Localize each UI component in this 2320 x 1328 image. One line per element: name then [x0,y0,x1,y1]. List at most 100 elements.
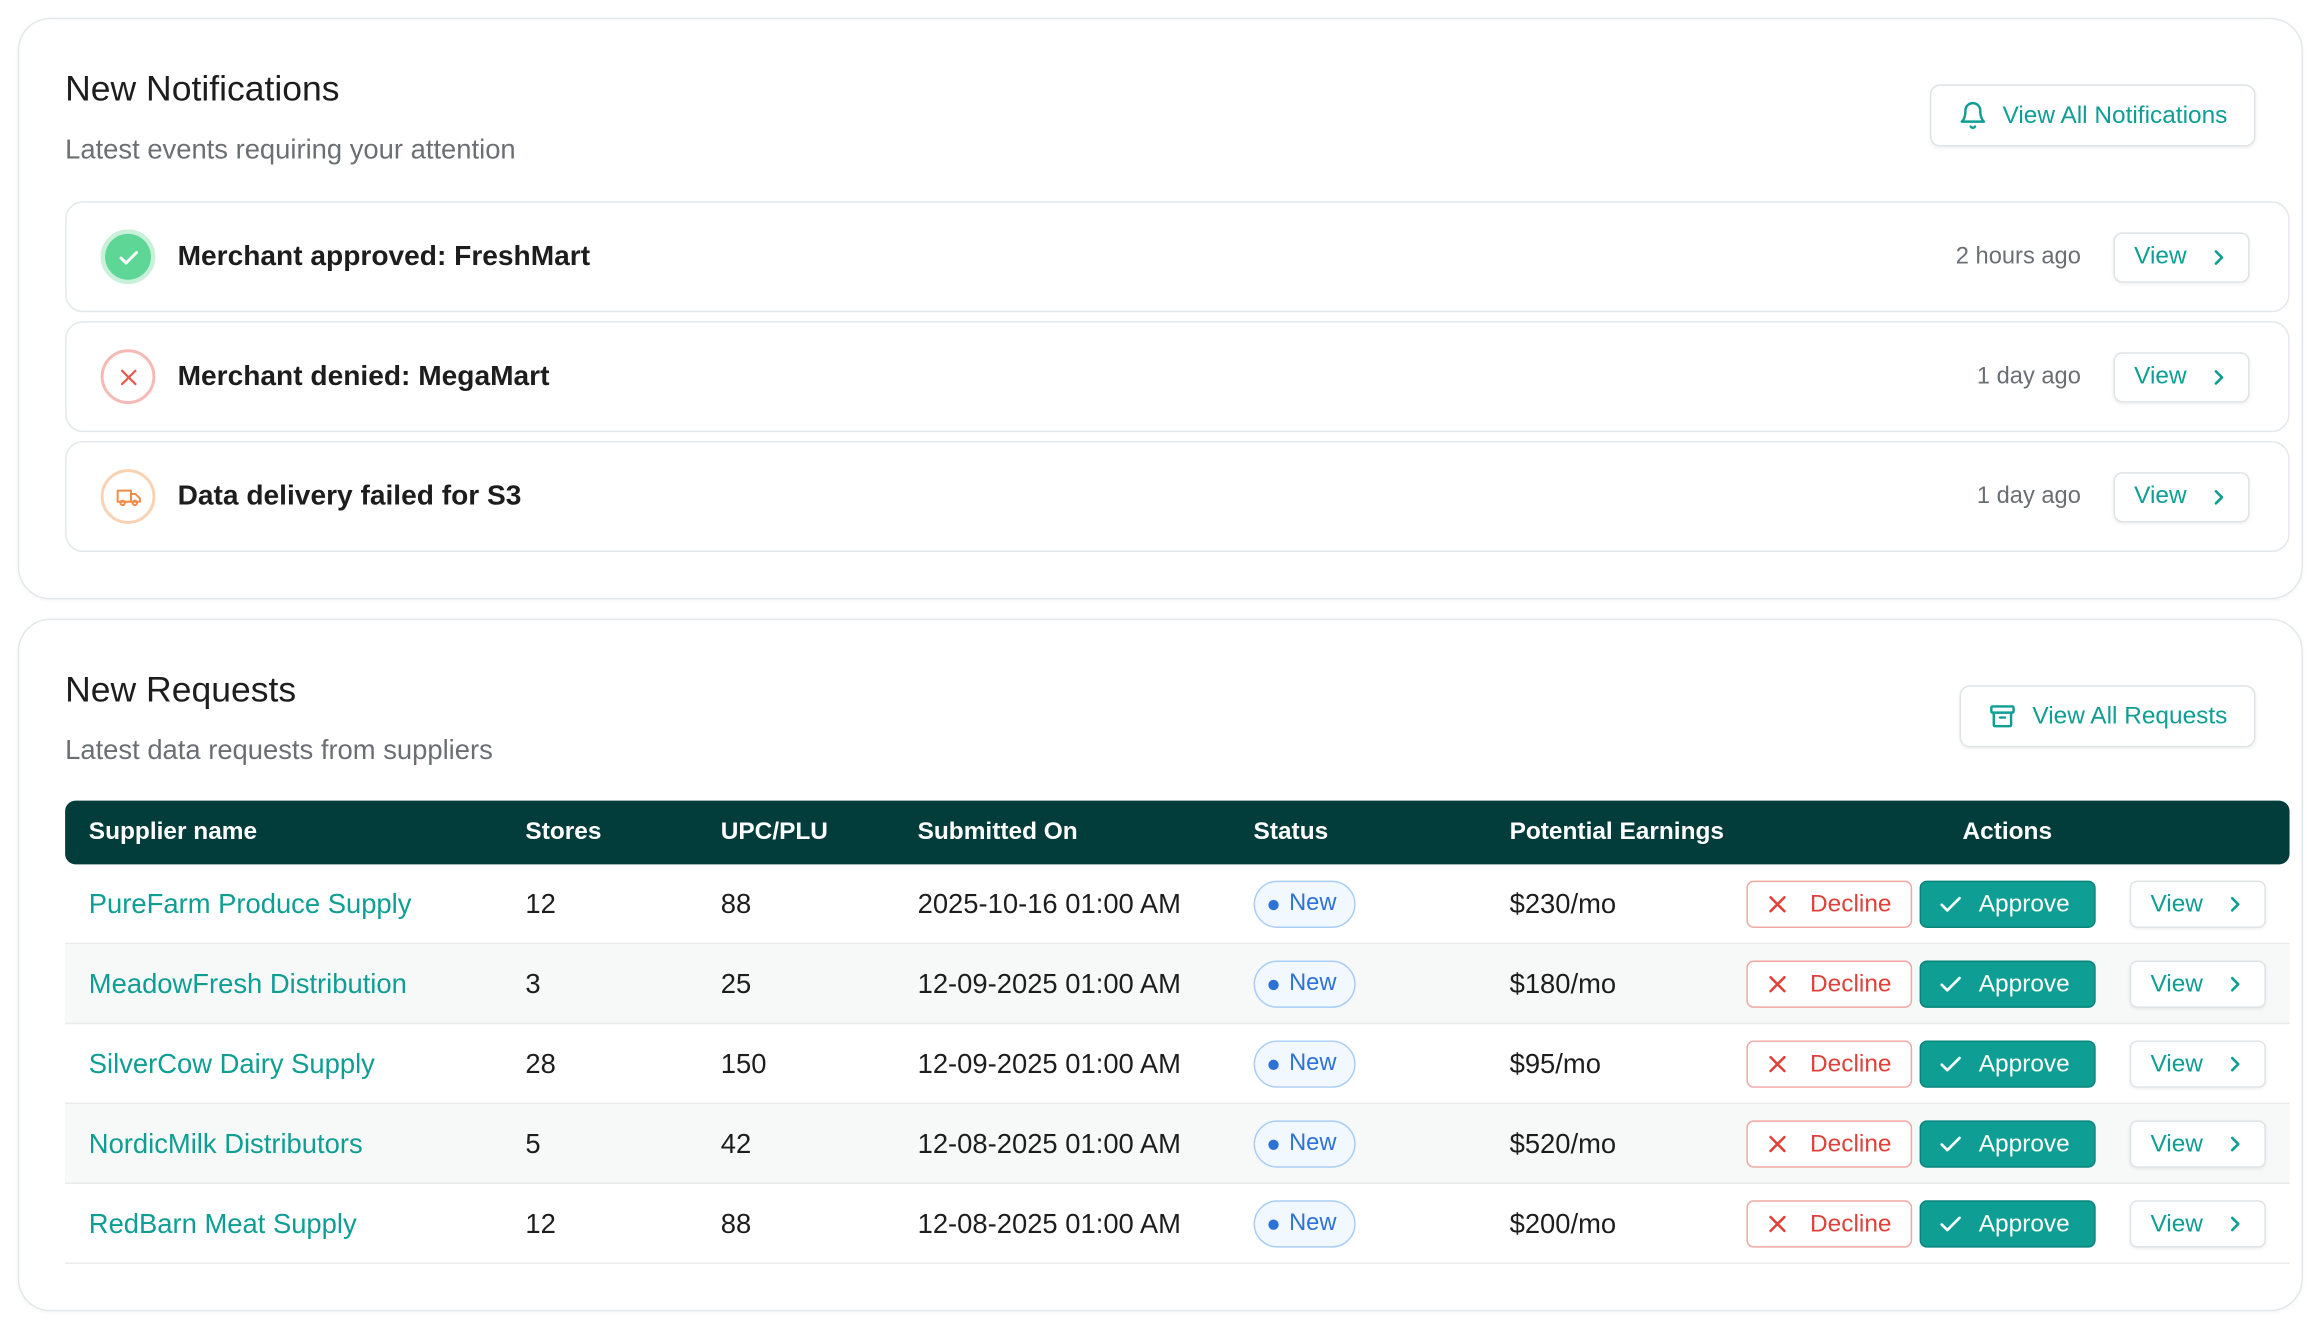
view-all-requests-button[interactable]: View All Requests [1959,685,2256,748]
approve-button[interactable]: Approve [1919,1040,2096,1088]
approve-button[interactable]: Approve [1919,1120,2096,1168]
approve-label: Approve [1978,1050,2070,1077]
chevron-right-icon [2208,486,2229,507]
x-icon [1766,1212,1790,1236]
notification-view-button[interactable]: View [2113,231,2250,282]
approve-button[interactable]: Approve [1919,1200,2096,1248]
approve-button[interactable]: Approve [1919,880,2096,928]
status-label: New [1289,970,1337,997]
view-label: View [2150,1209,2203,1237]
earnings-cell: $230/mo [1509,888,1617,920]
column-header-stores: Stores [525,818,602,846]
x-icon [1766,892,1790,916]
check-icon [1937,891,1964,918]
supplier-name-link[interactable]: NordicMilk Distributors [88,1127,363,1159]
chevron-right-icon [2208,366,2229,387]
row-view-button[interactable]: View [2129,1040,2266,1088]
notification-view-button[interactable]: View [2113,351,2250,402]
approve-label: Approve [1978,1209,2070,1237]
decline-button[interactable]: Decline [1746,1120,1913,1168]
row-view-button[interactable]: View [2129,1200,2266,1248]
status-dot-icon [1268,1218,1279,1230]
table-row: PureFarm Produce Supply 12 88 2025-10-16 01… [65,864,2290,945]
decline-label: Decline [1810,970,1892,997]
approve-label: Approve [1978,1129,2070,1157]
requests-card: New Requests Latest data requests from s… [17,618,2303,1312]
chevron-right-icon [2224,974,2245,995]
submitted-cell: 12-08-2025 01:00 AM [917,1207,1181,1239]
decline-button[interactable]: Decline [1746,1040,1913,1088]
view-label: View [2150,970,2203,997]
archive-icon [1988,702,2018,732]
notification-time: 1 day ago [1976,363,2081,389]
notification-text: Data delivery failed for S3 [177,480,522,512]
upc-cell: 25 [720,967,752,999]
check-icon [1937,1131,1964,1158]
view-label: View [2134,482,2187,510]
notifications-card: New Notifications Latest events requirin… [17,17,2303,600]
supplier-name-link[interactable]: RedBarn Meat Supply [88,1207,357,1239]
view-all-notifications-button[interactable]: View All Notifications [1930,84,2256,147]
decline-label: Decline [1810,1209,1892,1237]
decline-button[interactable]: Decline [1746,880,1913,928]
stores-cell: 28 [525,1047,556,1079]
table-row: RedBarn Meat Supply 12 88 12-08-2025 01:00 … [65,1184,2290,1264]
view-all-notifications-label: View All Notifications [2002,101,2228,129]
status-badge: New [1253,880,1356,928]
table-header: Supplier name Stores UPC/PLU Submitted O… [65,800,2290,865]
status-dot-icon [1268,1058,1279,1070]
column-header-status: Status [1253,818,1329,846]
chevron-right-icon [2224,1214,2245,1235]
upc-cell: 150 [720,1047,767,1079]
check-icon [1937,971,1964,998]
approve-button[interactable]: Approve [1919,960,2096,1008]
table-row: SilverCow Dairy Supply 28 150 12-09-2025 01… [65,1024,2290,1105]
stores-cell: 12 [525,1207,556,1239]
requests-table: Supplier name Stores UPC/PLU Submitted O… [65,800,2290,1264]
x-icon [1766,972,1790,996]
status-badge: New [1253,960,1356,1008]
view-label: View [2134,362,2187,390]
row-view-button[interactable]: View [2129,1120,2266,1168]
notification-text: Merchant approved: FreshMart [177,240,591,272]
decline-button[interactable]: Decline [1746,960,1913,1008]
notification-item: Merchant approved: FreshMart 2 hours ago… [65,201,2290,313]
bell-icon [1958,101,1988,131]
view-label: View [2150,1129,2203,1157]
status-label: New [1289,1210,1337,1236]
notification-view-button[interactable]: View [2113,471,2250,522]
notifications-title: New Notifications [65,69,340,110]
check-circle-icon [100,229,156,285]
notification-time: 2 hours ago [1955,243,2081,269]
notification-time: 1 day ago [1976,483,2081,509]
stores-cell: 3 [525,967,541,999]
column-header-submitted: Submitted On [917,818,1078,846]
notification-item: Data delivery failed for S3 1 day ago Vi… [65,441,2290,553]
status-label: New [1289,1050,1337,1076]
decline-label: Decline [1810,890,1892,917]
notifications-subtitle: Latest events requiring your attention [65,133,516,165]
supplier-name-link[interactable]: MeadowFresh Distribution [88,967,407,999]
column-header-earnings: Potential Earnings [1509,818,1724,846]
row-view-button[interactable]: View [2129,960,2266,1008]
status-badge: New [1253,1120,1356,1168]
truck-icon [100,469,156,524]
chevron-right-icon [2208,246,2229,267]
supplier-name-link[interactable]: SilverCow Dairy Supply [88,1047,375,1079]
check-icon [1937,1211,1964,1238]
column-header-supplier: Supplier name [88,818,258,846]
table-row: NordicMilk Distributors 5 42 12-08-2025 01:… [65,1104,2290,1184]
decline-button[interactable]: Decline [1746,1200,1913,1248]
view-label: View [2150,1050,2203,1077]
notification-text: Merchant denied: MegaMart [177,360,550,392]
supplier-name-link[interactable]: PureFarm Produce Supply [88,888,412,920]
decline-label: Decline [1810,1129,1892,1157]
upc-cell: 88 [720,888,752,920]
notification-item: Merchant denied: MegaMart 1 day ago View [65,321,2290,433]
status-label: New [1289,890,1337,917]
earnings-cell: $180/mo [1509,967,1617,999]
row-view-button[interactable]: View [2129,880,2266,928]
decline-label: Decline [1810,1050,1892,1077]
chevron-right-icon [2224,894,2245,915]
approve-label: Approve [1978,970,2070,997]
